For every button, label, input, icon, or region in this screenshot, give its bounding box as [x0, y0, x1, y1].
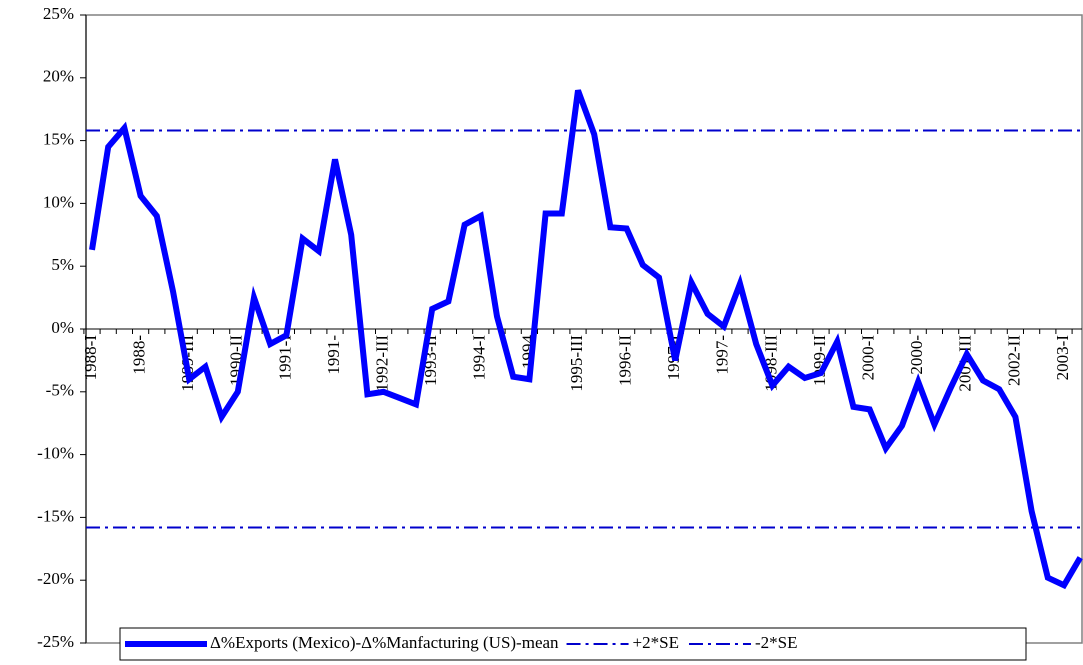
x-tick-label: 1994-I [470, 335, 489, 381]
legend-label: -2*SE [755, 633, 798, 652]
data-line [89, 89, 1083, 590]
legend-label: Δ%Exports (Mexico)-Δ%Manfacturing (US)-m… [210, 633, 559, 652]
y-tick-label: 20% [43, 67, 74, 86]
y-tick-label: 25% [43, 4, 74, 23]
x-tick-label: 1996-II [616, 335, 635, 386]
x-tick-label: 1988- [130, 335, 149, 375]
y-tick-label: -25% [37, 632, 74, 651]
y-tick-label: 5% [51, 255, 74, 274]
y-tick-label: -5% [46, 381, 74, 400]
x-tick-label: 2000- [907, 335, 926, 375]
x-tick-label: 2003-I [1053, 335, 1072, 381]
y-tick-label: 15% [43, 130, 74, 149]
x-tick-label: 2000-I [859, 335, 878, 381]
legend-label: +2*SE [633, 633, 679, 652]
x-tick-label: 1997- [713, 335, 732, 375]
x-tick-label: 1988-I [81, 335, 100, 381]
x-tick-label: 2002-II [1004, 335, 1023, 386]
y-tick-label: 0% [51, 318, 74, 337]
y-tick-label: -15% [37, 506, 74, 525]
x-tick-label: 1991-I [275, 335, 294, 381]
x-tick-label: 1992-III [373, 335, 392, 392]
x-tick-label: 1995-III [567, 335, 586, 392]
y-tick-label: -10% [37, 444, 74, 463]
x-tick-label: 1991- [324, 335, 343, 375]
y-tick-label: -20% [37, 569, 74, 588]
y-tick-label: 10% [43, 192, 74, 211]
legend-box [119, 627, 1027, 661]
